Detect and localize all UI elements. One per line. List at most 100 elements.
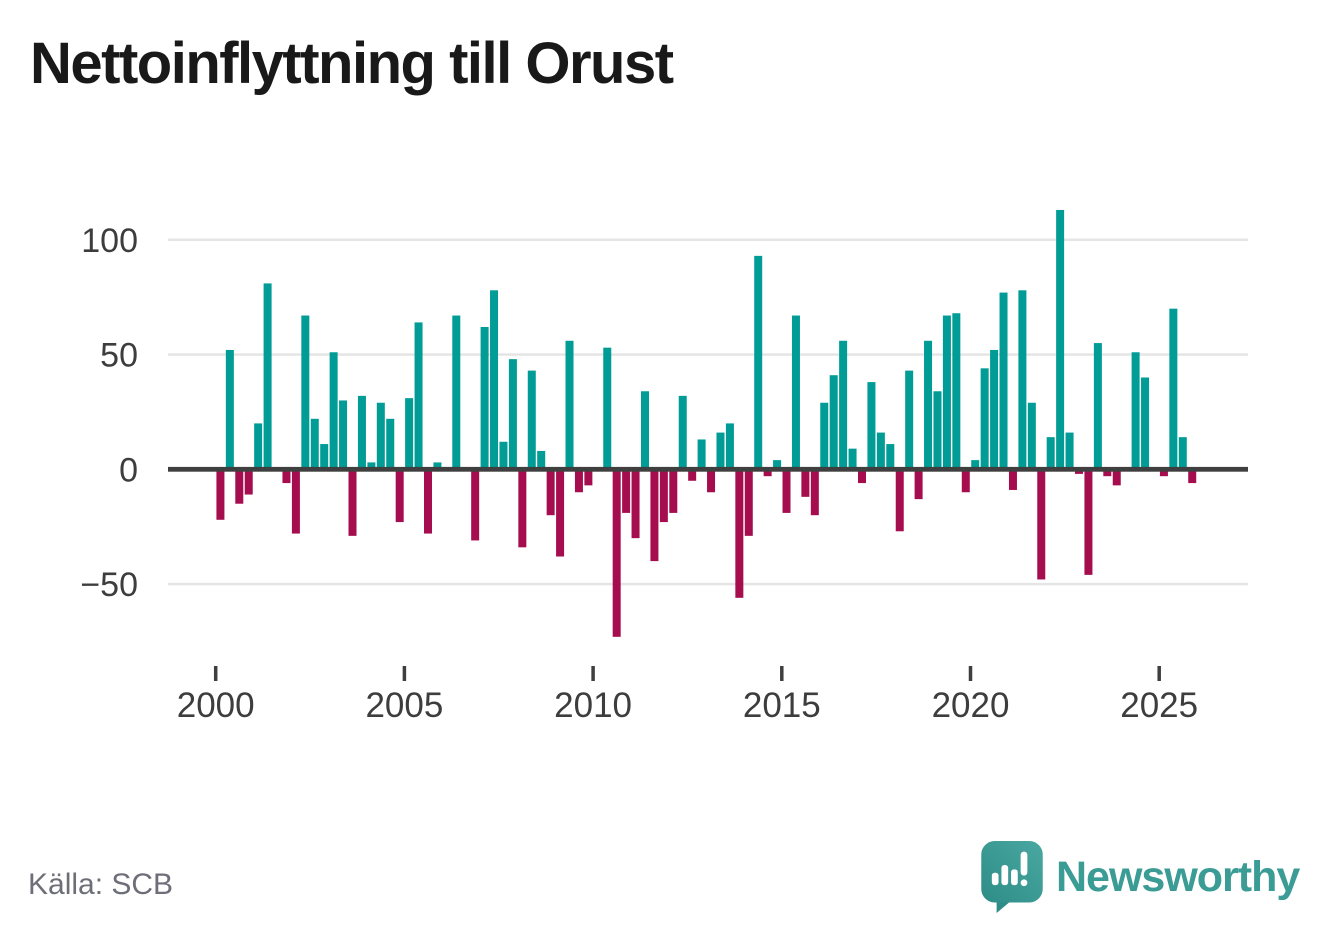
bar-2025q3 <box>1178 437 1187 470</box>
x-tick <box>780 666 784 681</box>
bar-2016q2 <box>829 375 838 470</box>
bar-2023q2 <box>1093 343 1102 470</box>
bar-2008q3 <box>537 450 546 470</box>
bar-2001q1 <box>254 423 263 470</box>
bar-2013q1 <box>707 469 716 493</box>
bar-2012q1 <box>669 469 678 513</box>
bar-2018q4 <box>924 340 933 470</box>
gridline <box>168 353 1248 356</box>
bar-2014q3 <box>763 469 772 477</box>
bar-2010q2 <box>603 347 612 470</box>
source-label: Källa: SCB <box>28 868 174 901</box>
bar-2016q3 <box>839 340 848 470</box>
bar-2001q2 <box>263 283 272 470</box>
bar-2011q2 <box>640 391 649 470</box>
bar-2011q3 <box>650 469 659 562</box>
bar-2019q2 <box>942 315 951 470</box>
bar-2020q2 <box>980 368 989 470</box>
gridline <box>168 582 1248 586</box>
bar-2008q1 <box>518 469 527 548</box>
bar-2013q3 <box>725 423 734 470</box>
bar-2009q4 <box>584 469 593 486</box>
bar-2012q2 <box>678 395 687 470</box>
bar-2000q2 <box>225 349 234 470</box>
bar-2021q4 <box>1037 469 1046 580</box>
bar-2018q3 <box>914 469 923 500</box>
bar-2020q3 <box>990 349 999 470</box>
bar-2022q1 <box>1046 437 1055 470</box>
bar-2000q4 <box>244 469 253 495</box>
bar-2015q2 <box>791 315 800 470</box>
zero-line <box>168 466 1248 472</box>
bar-2022q2 <box>1056 209 1065 470</box>
bar-2003q2 <box>339 400 348 470</box>
bar-2008q2 <box>527 370 536 470</box>
x-tick <box>402 666 407 681</box>
bar-2013q4 <box>735 469 744 598</box>
bar-2009q1 <box>556 469 565 557</box>
y-tick-label: 0 <box>119 451 138 489</box>
x-tick-label: 2010 <box>554 686 632 725</box>
bar-2023q1 <box>1084 469 1093 575</box>
bar-2000q1 <box>216 469 225 520</box>
bar-2018q2 <box>905 370 914 470</box>
x-tick-label: 2015 <box>743 686 821 725</box>
bar-2009q3 <box>574 469 583 493</box>
bar-2019q1 <box>933 391 942 470</box>
bar-2023q4 <box>1112 469 1121 486</box>
bar-2021q1 <box>1008 469 1017 490</box>
bar-2000q3 <box>235 469 244 504</box>
bar-2005q4 <box>433 462 442 470</box>
y-tick-label: 100 <box>81 222 138 260</box>
bar-2025q2 <box>1169 308 1178 470</box>
bar-2006q4 <box>471 469 480 541</box>
x-tick <box>213 666 218 681</box>
bar-2011q1 <box>631 469 640 539</box>
bar-2015q4 <box>810 469 819 516</box>
newsworthy-wordmark: Newsworthy <box>1056 853 1300 901</box>
bar-2020q4 <box>999 292 1008 470</box>
bar-2019q4 <box>961 469 970 493</box>
bar-2020q1 <box>971 460 980 470</box>
bar-2021q3 <box>1027 402 1036 470</box>
bar-2002q1 <box>291 469 300 534</box>
bar-2017q4 <box>886 444 895 470</box>
bar-2024q2 <box>1131 352 1140 470</box>
bar-2009q2 <box>565 340 574 470</box>
bar-2010q3 <box>612 469 621 637</box>
x-tick-label: 2000 <box>177 686 255 725</box>
x-tick-label: 2020 <box>932 686 1010 725</box>
bar-2005q1 <box>405 398 414 470</box>
bar-2012q3 <box>688 469 697 481</box>
bar-2017q2 <box>867 382 876 470</box>
bar-2004q4 <box>395 469 404 523</box>
bar-2003q3 <box>348 469 357 536</box>
x-tick-label: 2025 <box>1120 686 1198 725</box>
x-tick <box>1157 666 1161 681</box>
bar-2002q3 <box>310 418 319 470</box>
bar-2015q3 <box>801 469 810 497</box>
gridline <box>168 238 1248 242</box>
bar-2018q1 <box>895 469 904 532</box>
x-tick <box>968 666 973 681</box>
bar-2011q4 <box>659 469 668 523</box>
bar-2002q4 <box>320 444 329 470</box>
x-tick-label: 2005 <box>365 686 443 725</box>
bar-2013q2 <box>716 432 725 470</box>
bar-2024q3 <box>1141 377 1150 470</box>
bar-2017q3 <box>876 432 885 470</box>
bar-2014q2 <box>754 255 763 470</box>
bar-2017q1 <box>857 469 866 484</box>
bar-2003q4 <box>357 395 366 470</box>
bar-2008q4 <box>546 469 555 516</box>
x-tick <box>591 666 595 681</box>
bar-2004q1 <box>367 462 376 470</box>
chart-title: Nettoinflyttning till Orust <box>30 31 674 96</box>
bar-2007q3 <box>499 441 508 470</box>
bar-2025q4 <box>1188 469 1197 484</box>
bar-2001q4 <box>282 469 291 484</box>
bar-2025q1 <box>1159 469 1168 477</box>
bar-2014q4 <box>773 460 782 470</box>
